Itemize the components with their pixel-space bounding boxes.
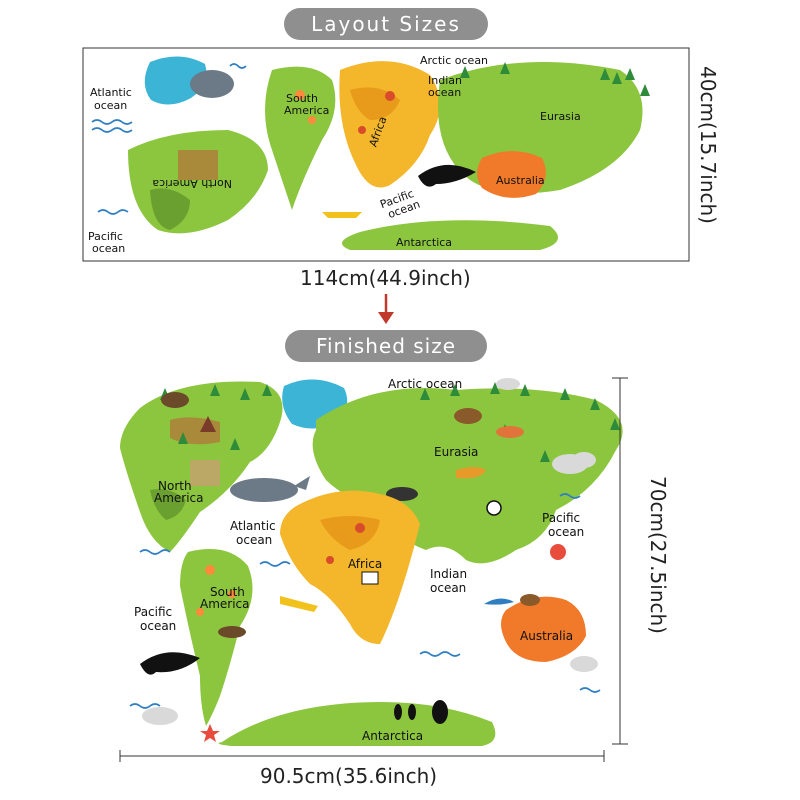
south-america-land: [180, 549, 253, 726]
label-north-america: North: [158, 479, 192, 493]
down-arrow-icon: [378, 294, 394, 324]
layout-height-label: 40cm(15.7inch): [696, 66, 720, 224]
label-antarctica-top: Antarctica: [396, 236, 452, 249]
label-pacific-left-top: Pacific: [88, 230, 123, 243]
finished-size-pill: Finished size: [285, 330, 487, 362]
label-indian-top-2: ocean: [428, 86, 461, 99]
label-arctic: Arctic ocean: [388, 377, 462, 391]
balloon: [550, 544, 566, 560]
label-pacific-left: Pacific: [134, 605, 172, 619]
south-america-land-top: [265, 66, 336, 211]
label-indian-2: ocean: [430, 581, 466, 595]
wave-marks: [129, 493, 601, 709]
airplane-top: [322, 212, 362, 218]
australia-land-top: [477, 151, 546, 198]
label-south-america-2: America: [200, 597, 250, 611]
dolphin: [484, 598, 514, 605]
label-atlantic-2: ocean: [236, 533, 272, 547]
label-indian-top: Indian: [428, 74, 462, 87]
label-south-america-top-2: America: [284, 104, 329, 117]
starfish: [200, 724, 220, 742]
label-pacific-left-2: ocean: [140, 619, 176, 633]
penguins: [394, 700, 448, 724]
zebra: [361, 571, 379, 585]
label-north-america-top: North America: [152, 177, 232, 190]
label-australia-top: Australia: [496, 174, 545, 187]
label-south-america-top: South: [286, 92, 318, 105]
label-atlantic-top-2: ocean: [94, 99, 127, 112]
label-pacific-right: Pacific: [542, 511, 580, 525]
whale: [230, 478, 298, 502]
finished-width-label: 90.5cm(35.6inch): [260, 764, 438, 788]
label-indian: Indian: [430, 567, 467, 581]
label-south-america: South: [210, 585, 245, 599]
label-africa: Africa: [348, 557, 382, 571]
label-atlantic-top: Atlantic: [90, 86, 132, 99]
finished-height-label: 70cm(27.5inch): [646, 476, 670, 634]
label-antarctica: Antarctica: [362, 729, 423, 743]
label-atlantic: Atlantic: [230, 519, 276, 533]
antarctica-land: [218, 702, 496, 746]
orca: [140, 652, 200, 675]
label-pacific-left-top-2: ocean: [92, 242, 125, 255]
clouds: [142, 378, 598, 725]
label-north-america-2: America: [154, 491, 204, 505]
antarctica-land-top: [342, 220, 558, 250]
greenland-ice-top: [144, 56, 207, 105]
label-arctic-top: Arctic ocean: [420, 54, 488, 67]
airplane: [280, 596, 318, 612]
whale-top: [190, 70, 234, 98]
label-pacific-right-2: ocean: [548, 525, 584, 539]
australia-land: [501, 596, 586, 662]
africa-land: [280, 490, 420, 644]
orca-top: [418, 164, 476, 187]
label-eurasia: Eurasia: [434, 445, 478, 459]
layout-width-label: 114cm(44.9inch): [300, 266, 471, 290]
label-australia: Australia: [520, 629, 573, 643]
layout-sizes-pill: Layout Sizes: [284, 8, 488, 40]
dimension-lines: [119, 377, 628, 762]
label-eurasia-top: Eurasia: [540, 110, 581, 123]
